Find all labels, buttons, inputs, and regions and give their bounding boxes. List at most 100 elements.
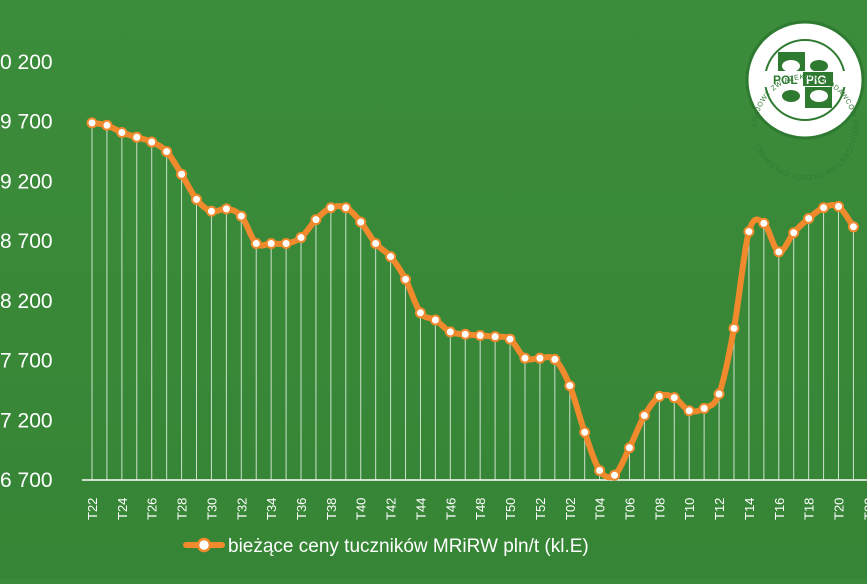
data-point <box>325 202 337 214</box>
data-point <box>176 168 188 180</box>
data-point <box>250 238 262 250</box>
data-point <box>474 329 486 341</box>
x-tick-label: T12 <box>712 498 727 520</box>
y-tick-label: 7 700 <box>0 350 53 373</box>
y-tick-label: 6 700 <box>0 469 53 492</box>
x-tick-label: T10 <box>682 498 697 520</box>
data-point <box>116 126 128 138</box>
x-tick-label: T26 <box>145 498 160 520</box>
data-point <box>429 314 441 326</box>
x-tick-label: T02 <box>563 498 578 520</box>
y-tick-label: 9 700 <box>0 111 53 134</box>
x-tick-label: T36 <box>294 498 309 520</box>
x-tick-label: T46 <box>443 498 458 520</box>
pig-icon <box>782 90 800 102</box>
data-point <box>220 203 232 215</box>
y-tick-label: 8 200 <box>0 290 53 313</box>
data-point <box>146 136 158 148</box>
legend: bieżące ceny tuczników MRiRW pln/t (kl.E… <box>183 536 589 557</box>
pig-icon <box>810 60 828 72</box>
data-point <box>743 226 755 238</box>
data-point <box>773 246 785 258</box>
data-point <box>340 202 352 214</box>
x-tick-label: T16 <box>772 498 787 520</box>
legend-label: bieżące ceny tuczników MRiRW pln/t (kl.E… <box>228 536 589 557</box>
y-tick-label: 9 200 <box>0 170 53 193</box>
data-point <box>504 333 516 345</box>
data-point <box>638 410 650 422</box>
data-point <box>833 201 844 213</box>
data-point <box>534 352 546 364</box>
x-tick-label: T22 <box>861 498 867 520</box>
data-point <box>235 210 247 222</box>
data-point <box>609 469 621 481</box>
data-point <box>579 426 591 438</box>
x-tick-label: T06 <box>622 498 637 520</box>
data-point <box>594 464 606 476</box>
data-point <box>623 442 635 454</box>
data-point <box>355 216 367 228</box>
x-tick-label: T34 <box>264 498 279 520</box>
data-point <box>414 307 426 319</box>
data-point <box>668 392 680 404</box>
data-point <box>683 405 695 417</box>
data-point <box>698 402 710 414</box>
x-tick-label: T18 <box>802 498 817 520</box>
data-point <box>444 326 456 338</box>
x-tick-label: T52 <box>533 498 548 520</box>
data-point <box>191 193 203 205</box>
logo-text-pig: PIG <box>806 73 827 87</box>
data-point <box>86 117 98 129</box>
data-point <box>758 217 770 229</box>
data-point <box>370 238 382 250</box>
x-tick-label: T22 <box>85 498 100 520</box>
x-tick-label: T30 <box>204 498 219 520</box>
data-point <box>265 238 277 250</box>
series-line <box>89 119 857 481</box>
data-point <box>459 328 471 340</box>
polpig-logo: POL PIG KRAJOWY ZWIĄZEK PRACODAWCÓW PROD… <box>745 20 865 180</box>
data-point <box>295 232 307 244</box>
x-tick-label: T44 <box>413 498 428 520</box>
data-point <box>161 146 173 158</box>
data-point <box>818 202 830 214</box>
data-point <box>653 390 665 402</box>
x-tick-label: T32 <box>234 498 249 520</box>
x-axis: T22 T24 T26 T28 T30 T32 T34 T36 T38 T40 T42 T44 T46 T… <box>85 498 867 520</box>
x-tick-label: T42 <box>384 498 399 520</box>
data-point <box>489 331 501 343</box>
data-point <box>131 131 143 143</box>
legend-marker <box>196 537 212 553</box>
data-point <box>400 273 412 285</box>
data-point <box>280 238 292 250</box>
data-point <box>803 212 815 224</box>
x-tick-label: T24 <box>115 498 130 520</box>
x-tick-label: T28 <box>175 498 190 520</box>
y-axis: 0 200 9 700 9 200 8 700 8 200 7 700 7 200 6 700 <box>0 51 53 492</box>
data-point <box>205 205 217 217</box>
x-tick-label: T38 <box>324 498 339 520</box>
x-tick-label: T50 <box>503 498 518 520</box>
y-tick-label: 7 200 <box>0 409 53 432</box>
data-point <box>385 251 397 263</box>
data-point <box>788 227 800 239</box>
drop-lines <box>91 122 854 480</box>
data-point <box>310 214 322 226</box>
x-tick-label: T14 <box>742 498 757 520</box>
x-tick-label: T40 <box>354 498 369 520</box>
x-tick-label: T04 <box>593 498 608 520</box>
data-point <box>564 380 576 392</box>
y-tick-label: 0 200 <box>0 51 53 74</box>
data-points <box>86 117 859 481</box>
data-point <box>549 353 561 365</box>
x-tick-label: T48 <box>473 498 488 520</box>
data-point <box>519 352 531 364</box>
data-point <box>847 221 859 233</box>
data-point <box>101 119 113 131</box>
y-tick-label: 8 700 <box>0 230 53 253</box>
x-tick-label: T20 <box>832 498 847 520</box>
data-point <box>728 322 740 334</box>
x-tick-label: T08 <box>652 498 667 520</box>
